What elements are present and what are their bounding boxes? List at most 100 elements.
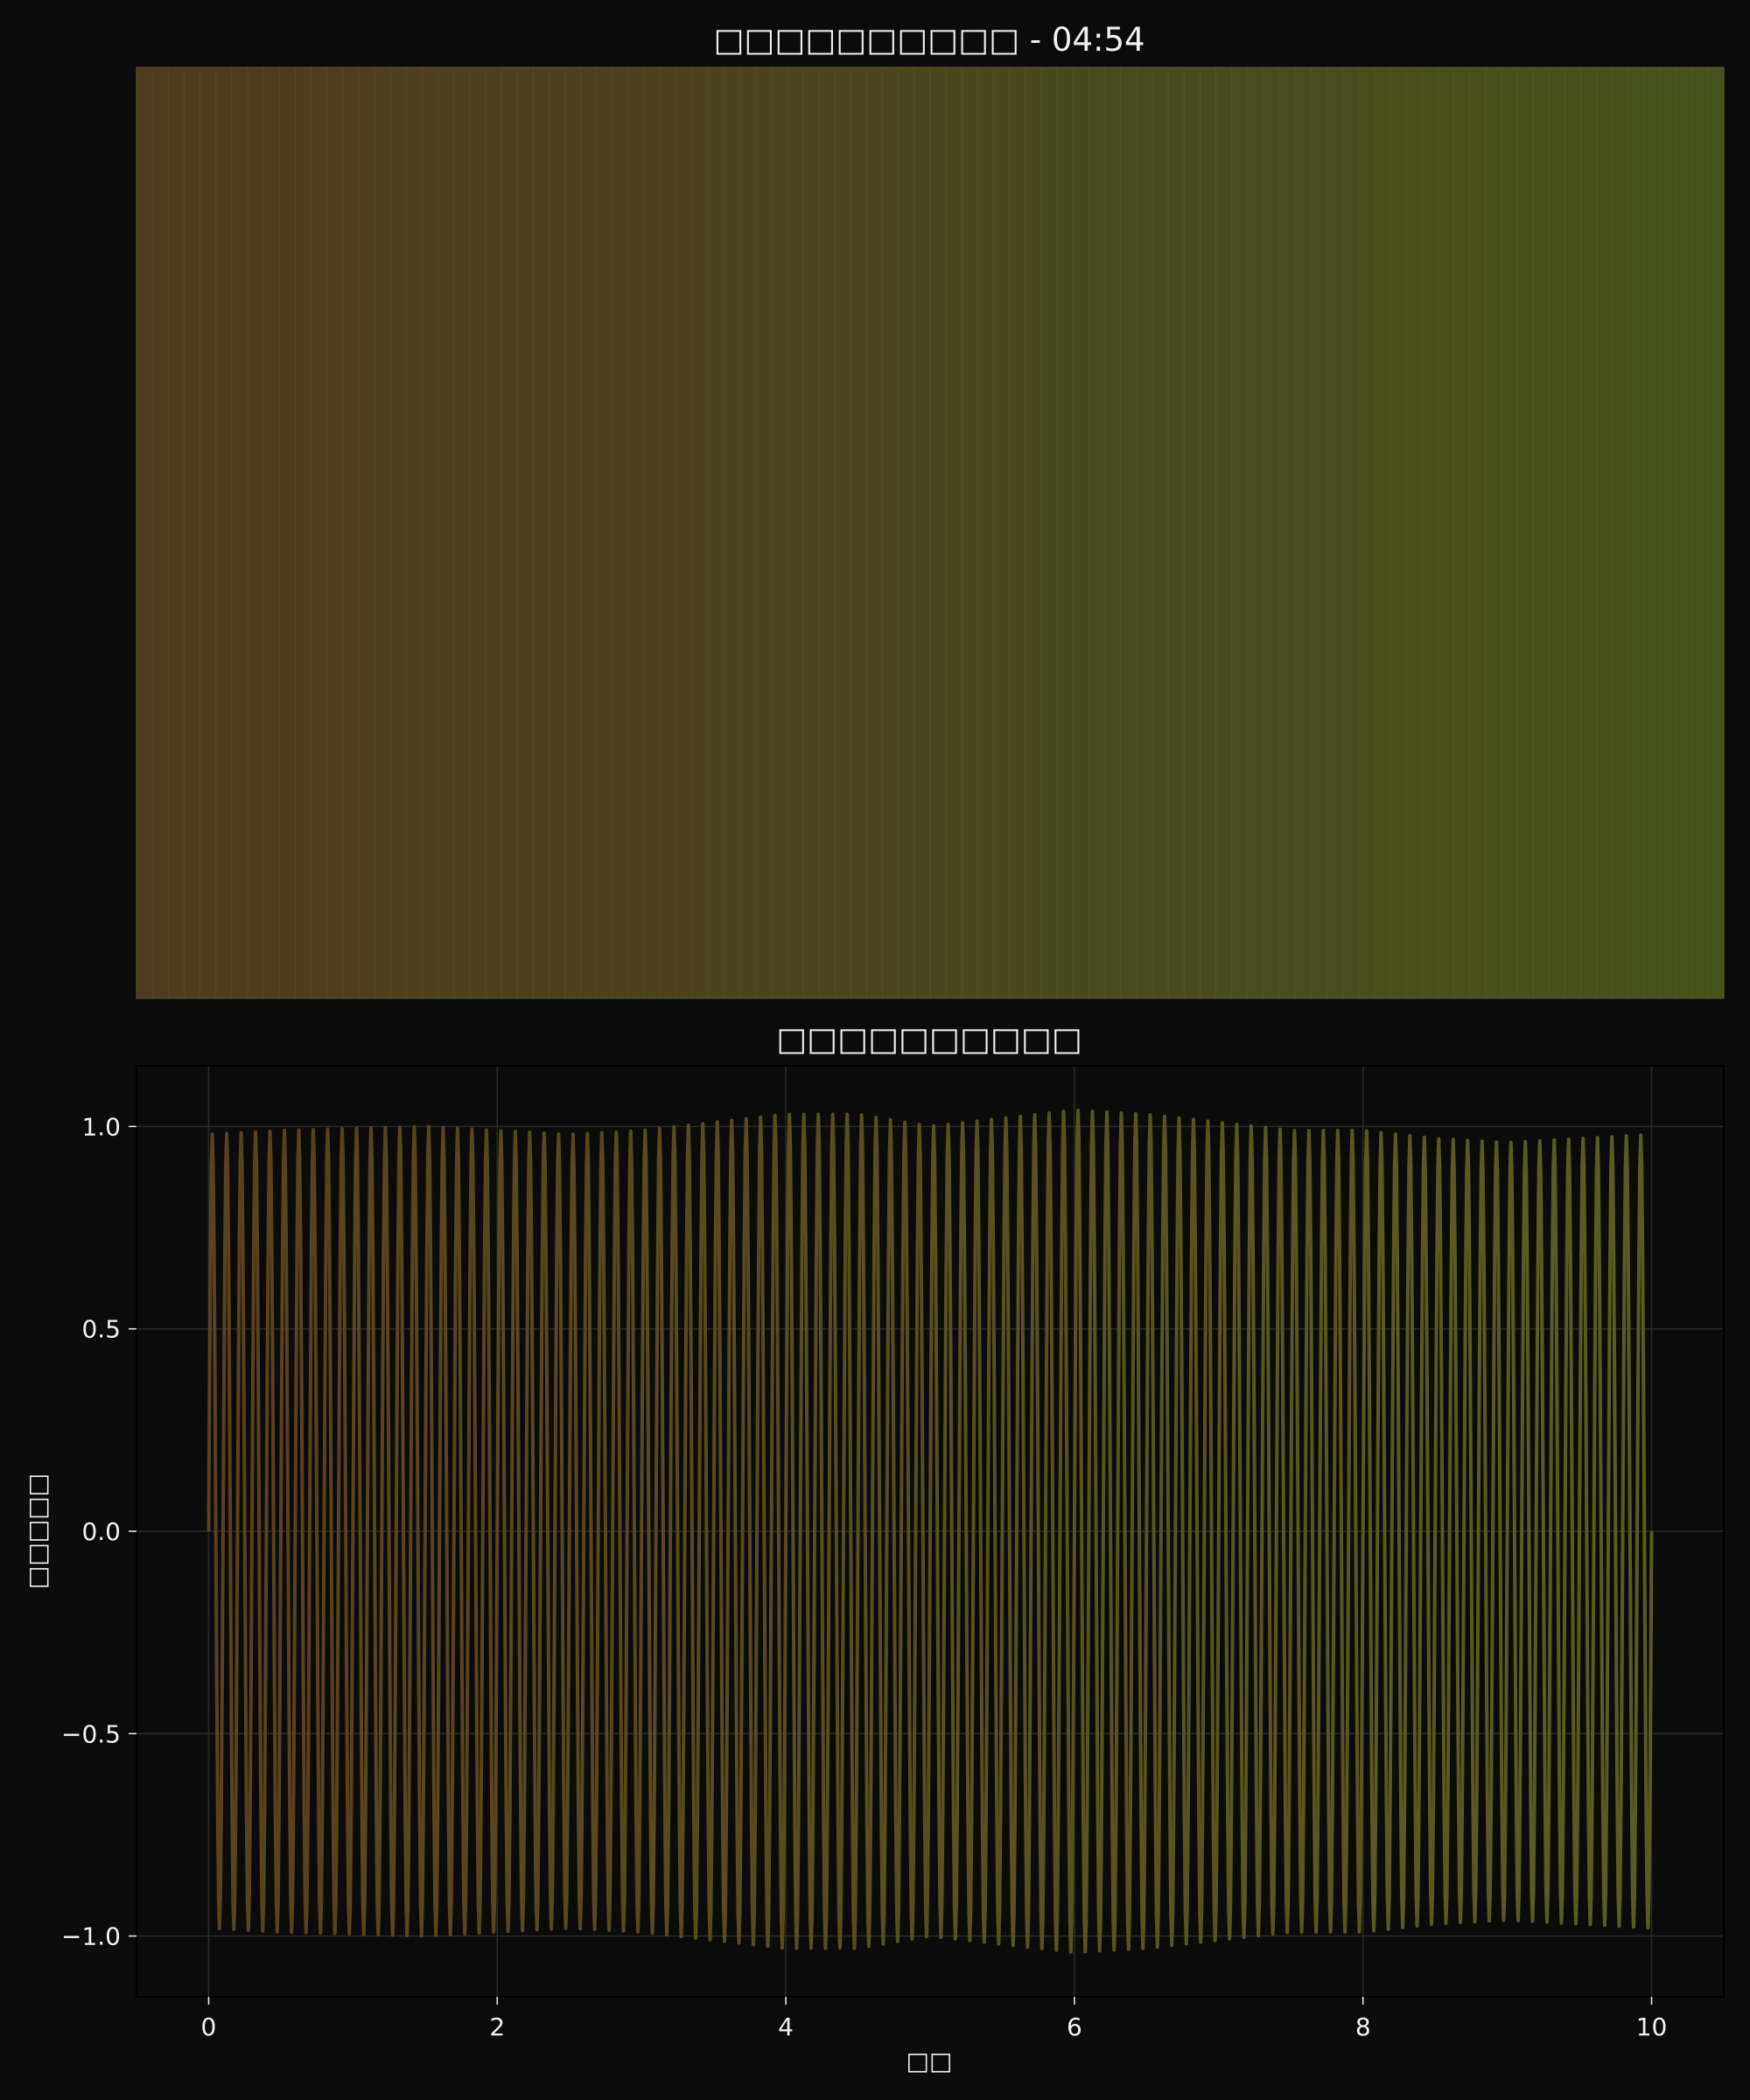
spectrum-stripe: [311, 67, 320, 998]
waveform-segment: [1361, 1129, 1509, 1933]
x-tick-label: 4: [778, 2012, 794, 2041]
spectrum-stripe: [501, 67, 510, 998]
spectrum-stripe: [1477, 67, 1487, 998]
spectrum-stripe: [1032, 67, 1042, 998]
spectrum-stripe: [231, 67, 241, 998]
spectrum-stripe: [1613, 67, 1621, 998]
spectrum-stripe: [597, 67, 606, 998]
spectrum-stripe: [398, 67, 407, 998]
spectrum-stripe: [668, 67, 677, 998]
spectrum-stripe: [215, 67, 225, 998]
spectrum-stripe: [1398, 67, 1407, 998]
spectrum-stripe: [794, 67, 804, 998]
spectrum-stripe: [1469, 67, 1479, 998]
spectrum-stripe: [1271, 67, 1280, 998]
spectrum-stripe: [478, 67, 486, 998]
spectrum-stripe: [1350, 67, 1360, 998]
spectrum-stripe: [1073, 67, 1082, 998]
spectrum-stripe: [1390, 67, 1399, 998]
spectrum-stripe: [1287, 67, 1296, 998]
spectrum-stripe: [628, 67, 638, 998]
spectrum-stripe: [1081, 67, 1089, 998]
spectrum-stripe: [1509, 67, 1518, 998]
spectrum-stripe: [1112, 67, 1122, 998]
spectrum-stripe: [1303, 67, 1312, 998]
x-axis-ticks: 0 2 4 6 8 10: [201, 1997, 1667, 2041]
spectrum-stripe: [1231, 67, 1241, 998]
spectrum-stripe: [993, 67, 1003, 998]
waveform-segment: [495, 1129, 644, 1934]
spectrum-stripe: [239, 67, 248, 998]
spectrum-stripe: [1374, 67, 1383, 998]
spectrum-stripe: [445, 67, 455, 998]
waveform-segment: [351, 1124, 500, 1938]
spectrum-stripe: [1176, 67, 1185, 998]
spectrum-stripe: [1684, 67, 1693, 998]
spectrum-stripe: [1453, 67, 1463, 998]
spectrum-stripe: [136, 67, 145, 998]
waveform-title: □□□□□□□□□□: [776, 1020, 1082, 1058]
spectrum-stripe: [326, 67, 336, 998]
spectrum-stripe: [843, 67, 851, 998]
spectrum-stripe: [1009, 67, 1018, 998]
spectrum-stripe: [1040, 67, 1050, 998]
spectrum-title: □□□□□□□□□□ - 04:54: [713, 21, 1144, 59]
spectrum-stripe: [676, 67, 685, 998]
spectrum-stripe: [256, 67, 264, 998]
y-axis-label: □□□□□: [23, 1474, 52, 1589]
spectrum-stripe: [977, 67, 987, 998]
spectrum-stripe: [1628, 67, 1637, 998]
spectrum-stripe: [192, 67, 201, 998]
spectrum-stripe: [930, 67, 939, 998]
spectrum-stripe: [168, 67, 177, 998]
spectrum-stripe: [763, 67, 773, 998]
spectrum-stripe: [1676, 67, 1685, 998]
spectrum-stripe: [802, 67, 812, 998]
spectrum-stripe: [549, 67, 558, 998]
spectrum-stripe: [1699, 67, 1709, 998]
spectrum-stripe: [739, 67, 748, 998]
spectrum-stripe: [572, 67, 582, 998]
y-tick-label: 1.0: [81, 1112, 121, 1141]
spectrum-stripe: [1668, 67, 1677, 998]
spectrum-stripe: [223, 67, 233, 998]
spectrum-stripe: [367, 67, 375, 998]
spectrum-stripe: [1541, 67, 1550, 998]
waveform-segment: [1072, 1109, 1221, 1954]
spectrum-stripe: [541, 67, 550, 998]
spectrum-stripe: [938, 67, 947, 998]
spectrum-stripe: [819, 67, 828, 998]
spectrum-stripe: [660, 67, 669, 998]
x-tick-label: 2: [489, 2012, 505, 2041]
spectrum-stripe: [453, 67, 463, 998]
y-tick-label: −1.0: [61, 1922, 121, 1951]
spectrum-stripe: [1564, 67, 1574, 998]
spectrum-stripe: [342, 67, 352, 998]
spectrum-stripe: [1557, 67, 1566, 998]
spectrum-stripe: [1636, 67, 1645, 998]
spectrum-stripe: [374, 67, 383, 998]
spectrum-stripe: [588, 67, 598, 998]
spectrum-stripe: [636, 67, 646, 998]
spectrum-stripe: [160, 67, 169, 998]
waveform-segment: [928, 1110, 1076, 1954]
waveform-segment: [784, 1112, 932, 1950]
spectrum-stripe: [962, 67, 970, 998]
spectrum-stripe: [580, 67, 590, 998]
spectrum-stripe: [874, 67, 884, 998]
spectrum-stripe: [1001, 67, 1011, 998]
spectrum-stripe: [247, 67, 256, 998]
spectrum-stripe: [1493, 67, 1502, 998]
spectrum-stripe: [422, 67, 431, 998]
spectrum-stripe: [683, 67, 693, 998]
spectrum-stripe: [382, 67, 391, 998]
spectrum-stripe: [914, 67, 923, 998]
spectrum-stripe: [1192, 67, 1200, 998]
spectrum-stripe: [556, 67, 566, 998]
spectrum-stripe: [1326, 67, 1336, 998]
spectrum-stripe: [271, 67, 280, 998]
spectrum-stripe: [1342, 67, 1352, 998]
spectrum-stripe: [1215, 67, 1225, 998]
spectrum-stripe: [1160, 67, 1169, 998]
